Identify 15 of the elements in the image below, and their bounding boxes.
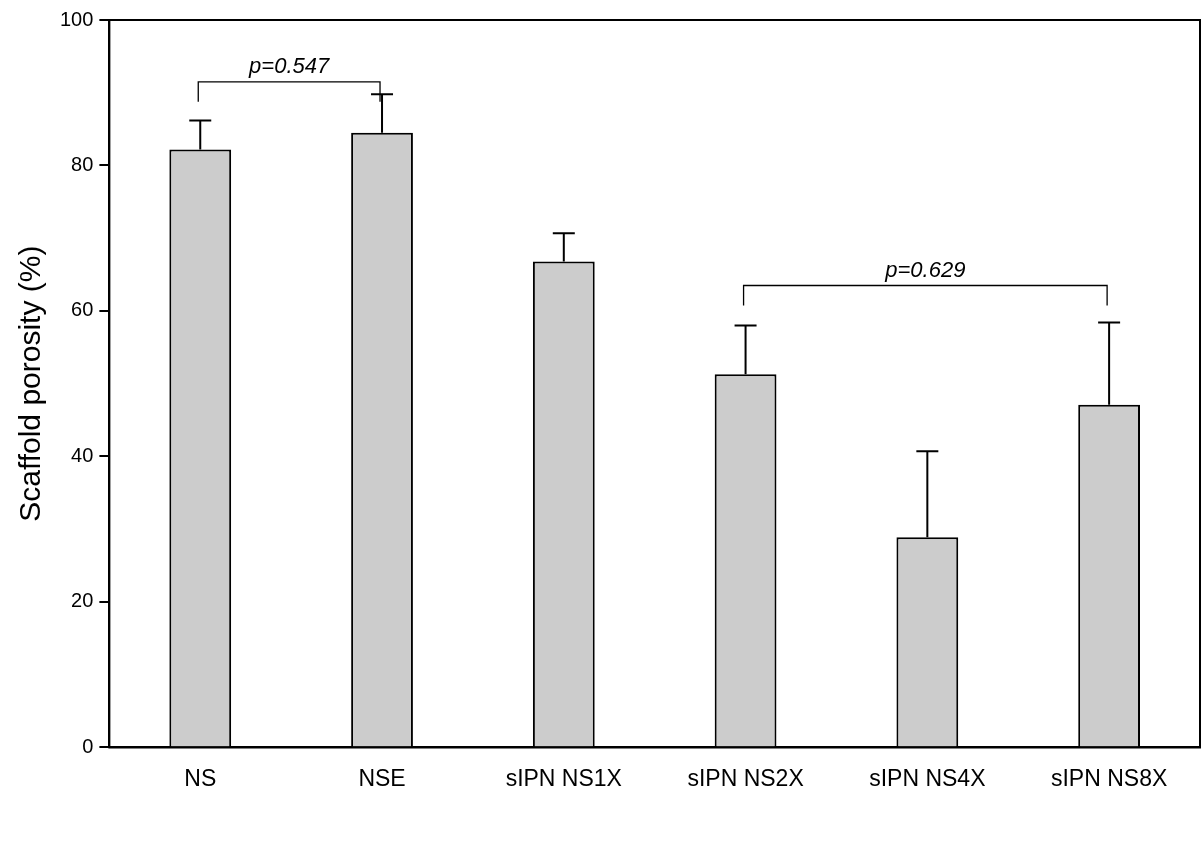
x-tick-label: sIPN NS2X	[687, 764, 804, 791]
x-tick-label: sIPN NS4X	[869, 764, 986, 791]
x-tick-label: sIPN NS8X	[1050, 764, 1168, 791]
y-tick-label: 0	[82, 734, 94, 757]
x-tick-label: NS	[184, 764, 217, 791]
y-axis-title: Scaffold porosity (%)	[13, 245, 47, 522]
y-tick-label: 40	[71, 443, 94, 466]
annotation: p=0.629	[884, 256, 966, 282]
y-tick-label: 80	[71, 153, 94, 175]
annotation: p=0.547	[248, 52, 330, 78]
y-tick-label: 100	[59, 7, 94, 30]
y-tick-label: 20	[71, 589, 94, 612]
x-tick-label: NSE	[358, 764, 406, 791]
y-tick-label: 60	[71, 298, 94, 321]
x-tick-label: sIPN NS1X	[505, 764, 622, 791]
